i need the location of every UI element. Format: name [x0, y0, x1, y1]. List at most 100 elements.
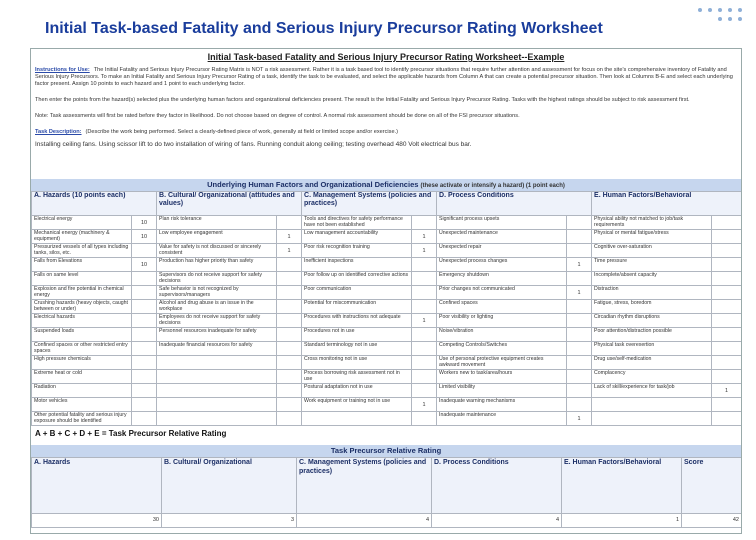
summary-values-row: 30 3 4 4 1 42 — [31, 513, 741, 528]
score-cell — [411, 271, 438, 286]
factor-cell: Use of personal protective equipment cre… — [436, 355, 568, 370]
score-cell — [411, 285, 438, 300]
score-cell: 1 — [566, 285, 593, 300]
score-cell — [711, 285, 741, 300]
factor-cell: Drug use/self-medication — [591, 355, 713, 370]
factor-cell: Incomplete/absent capacity — [591, 271, 713, 286]
factor-cell: Employees do not receive support for saf… — [156, 313, 278, 328]
factor-cell: Poor risk recognition training — [301, 243, 413, 258]
factor-row: Motor vehicles Work equipment or training… — [31, 397, 741, 412]
factor-row: Electrical hazards Employees do not recei… — [31, 313, 741, 328]
score-cell — [276, 327, 303, 342]
summary-column-header: C. Management Systems (policies and prac… — [296, 457, 432, 514]
factor-row: High pressure chemicals Cross monitoring … — [31, 355, 741, 370]
factor-cell: Complacency — [591, 369, 713, 384]
score-cell — [130, 271, 158, 286]
score-cell — [276, 299, 303, 314]
score-cell — [711, 397, 741, 412]
score-cell — [130, 411, 158, 426]
note: Note: Task assessments will first be rat… — [35, 113, 520, 119]
summary-header-row: A. Hazards B. Cultural/ Organizational C. … — [31, 457, 741, 514]
score-cell — [276, 313, 303, 328]
text: The Initial Fatality and Serious Injury … — [35, 67, 733, 87]
score-cell — [130, 327, 158, 342]
factor-cell: Unexpected process changes — [436, 257, 568, 272]
score-cell — [411, 327, 438, 342]
score-cell — [411, 299, 438, 314]
score-cell: 10 — [130, 257, 158, 272]
score-cell — [711, 341, 741, 356]
text: (these activate or intensify a hazard) (… — [420, 183, 565, 189]
score-cell: 1 — [276, 243, 303, 258]
score-cell — [711, 271, 741, 286]
factor-cell: Procedures with instructions not adequat… — [301, 313, 413, 328]
factor-cell: Unexpected maintenance — [436, 229, 568, 244]
text: (Describe the work being performed. Sele… — [85, 129, 398, 135]
factor-cell: Physical task overexertion — [591, 341, 713, 356]
score-cell — [276, 257, 303, 272]
formula: A + B + C + D + E = Task Precursor Relat… — [35, 429, 227, 438]
summary-column-header: D. Process Conditions — [431, 457, 562, 514]
score-cell — [276, 355, 303, 370]
factor-cell: Significant process upsets — [436, 215, 568, 230]
score-cell: 1 — [411, 229, 438, 244]
score-cell: 1 — [411, 243, 438, 258]
score-cell — [130, 299, 158, 314]
summary-value: 4 — [296, 513, 432, 528]
summary-value: 4 — [431, 513, 562, 528]
section-header: Underlying Human Factors and Organizatio… — [31, 179, 741, 192]
factor-cell: Fatigue, stress, boredom — [591, 299, 713, 314]
factor-cell: High pressure chemicals — [31, 355, 132, 370]
factor-cell: Low management accountability — [301, 229, 413, 244]
summary-column-header: B. Cultural/ Organizational — [161, 457, 297, 514]
factor-row: Extreme heat or cold Process borrowing ri… — [31, 369, 741, 384]
factor-cell: Confined spaces or other restricted entr… — [31, 341, 132, 356]
column-header: C. Management Systems (policies and prac… — [301, 191, 438, 216]
factor-cell — [156, 411, 278, 426]
summary-value: 3 — [161, 513, 297, 528]
factor-cell: Cross monitoring not in use — [301, 355, 413, 370]
score-cell — [711, 355, 741, 370]
factor-cell: Inefficient inspections — [301, 257, 413, 272]
factor-cell: Circadian rhythm disruptions — [591, 313, 713, 328]
score-cell — [711, 215, 741, 230]
factor-row: Radiation Postural adaptation not in use L… — [31, 383, 741, 398]
factor-cell: Procedures not in use — [301, 327, 413, 342]
factor-row: Confined spaces or other restricted entr… — [31, 341, 741, 356]
factor-cell: Extreme heat or cold — [31, 369, 132, 384]
factor-cell: Poor attention/distraction possible — [591, 327, 713, 342]
score-cell — [711, 369, 741, 384]
score-cell — [566, 383, 593, 398]
score-cell — [566, 355, 593, 370]
task-description: Task Description: (Describe the work bein… — [35, 129, 735, 136]
worksheet: Initial Task-based Fatality and Serious … — [30, 48, 742, 534]
score-cell — [276, 369, 303, 384]
task: Installing ceiling fans. Using scissor l… — [35, 141, 472, 148]
factor-table: A. Hazards (10 points each) B. Cultural/ … — [31, 191, 741, 426]
score-cell — [276, 285, 303, 300]
factor-row: Other potential fatality and serious inj… — [31, 411, 741, 426]
instructions-2: Then enter the points from the hazard(s)… — [35, 97, 690, 103]
factor-cell: Emergency shutdown — [436, 271, 568, 286]
factor-cell: Suspended loads — [31, 327, 132, 342]
factor-cell: Electrical hazards — [31, 313, 132, 328]
factor-row: Crushing hazards (heavy objects, caught … — [31, 299, 741, 314]
summary-value: 42 — [681, 513, 741, 528]
factor-cell — [156, 397, 278, 412]
score-cell — [130, 383, 158, 398]
score-cell — [411, 257, 438, 272]
summary-column-header: Score — [681, 457, 741, 514]
factor-cell — [591, 411, 713, 426]
factor-cell: Work equipment or training not in use — [301, 397, 413, 412]
factor-cell: Radiation — [31, 383, 132, 398]
score-cell — [711, 229, 741, 244]
worksheet-title: Initial Task-based Fatality and Serious … — [207, 52, 565, 62]
score-cell: 10 — [130, 215, 158, 230]
column-header: B. Cultural/ Organizational (attitudes a… — [156, 191, 303, 216]
score-cell — [130, 341, 158, 356]
factor-row: Falls from Elevations 10 Production has hi… — [31, 257, 741, 272]
score-cell — [566, 299, 593, 314]
factor-row: Explosion and fire potential in chemical… — [31, 285, 741, 300]
factor-cell: Standard terminology not in use — [301, 341, 413, 356]
factor-cell: Falls from Elevations — [31, 257, 132, 272]
